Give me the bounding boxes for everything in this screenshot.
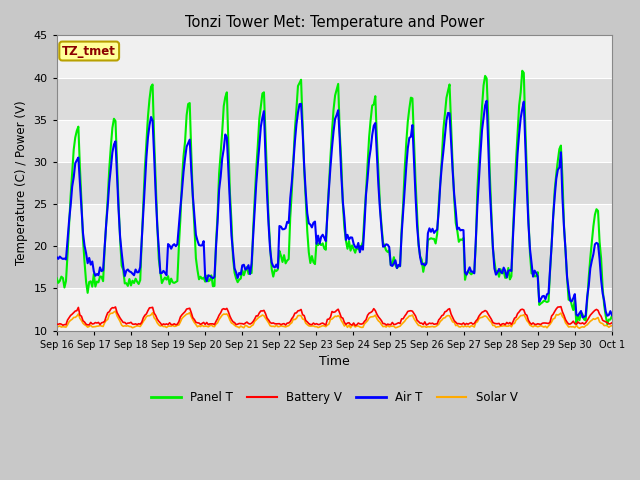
Air T	[296, 101, 303, 107]
Battery V	[121, 320, 129, 325]
Battery V	[580, 321, 588, 327]
Battery V	[608, 320, 616, 325]
Legend: Panel T, Battery V, Air T, Solar V: Panel T, Battery V, Air T, Solar V	[147, 387, 522, 409]
Line: Solar V: Solar V	[57, 311, 612, 328]
Panel T	[518, 68, 526, 73]
Battery V	[557, 304, 564, 310]
X-axis label: Time: Time	[319, 355, 349, 368]
Y-axis label: Temperature (C) / Power (V): Temperature (C) / Power (V)	[15, 101, 28, 265]
Solar V	[608, 323, 616, 328]
Bar	[57, 36, 612, 77]
Air T	[218, 156, 226, 161]
Solar V	[297, 313, 305, 319]
Line: Panel T: Panel T	[57, 71, 612, 324]
Solar V	[122, 323, 130, 329]
Air T	[580, 314, 588, 320]
Air T	[237, 272, 244, 277]
Battery V	[246, 321, 254, 327]
Panel T	[604, 321, 611, 327]
Solar V	[53, 324, 61, 330]
Air T	[608, 312, 616, 318]
Battery V	[351, 323, 359, 328]
Air T	[246, 271, 254, 277]
Battery V	[237, 321, 244, 326]
Bar	[57, 77, 612, 120]
Bar	[57, 162, 612, 204]
Air T	[579, 314, 586, 320]
Panel T	[53, 276, 61, 281]
Panel T	[579, 312, 586, 317]
Solar V	[580, 324, 588, 330]
Battery V	[218, 307, 226, 312]
Line: Battery V: Battery V	[57, 307, 612, 325]
Solar V	[111, 308, 119, 314]
Bar	[57, 204, 612, 246]
Air T	[121, 273, 129, 279]
Air T	[53, 254, 61, 260]
Panel T	[296, 80, 303, 86]
Panel T	[246, 269, 254, 275]
Panel T	[608, 313, 616, 319]
Solar V	[248, 323, 255, 329]
Bar	[57, 246, 612, 288]
Panel T	[218, 129, 226, 135]
Panel T	[121, 280, 129, 286]
Line: Air T: Air T	[57, 101, 612, 317]
Battery V	[53, 321, 61, 327]
Battery V	[296, 308, 303, 313]
Text: TZ_tmet: TZ_tmet	[62, 45, 116, 58]
Title: Tonzi Tower Met: Temperature and Power: Tonzi Tower Met: Temperature and Power	[185, 15, 484, 30]
Bar	[57, 120, 612, 162]
Bar	[57, 288, 612, 331]
Panel T	[237, 276, 244, 281]
Solar V	[239, 324, 246, 330]
Solar V	[220, 311, 228, 317]
Solar V	[575, 325, 583, 331]
Air T	[483, 98, 490, 104]
